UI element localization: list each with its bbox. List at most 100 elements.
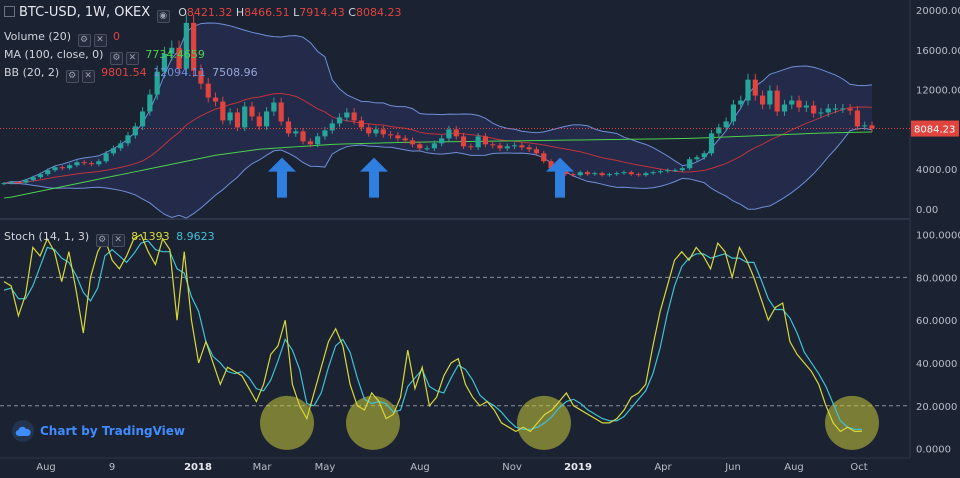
candle-body (110, 148, 117, 154)
ma-label: MA (100, close, 0) (4, 48, 104, 61)
close-icon[interactable]: ✕ (93, 34, 107, 47)
bb-band-fill (4, 22, 872, 219)
candle-body (869, 125, 875, 129)
candle-body (81, 162, 87, 164)
up-arrow-shape (546, 157, 574, 198)
candle-body (526, 147, 532, 150)
candle-body (767, 90, 773, 105)
tradingview-text: Chart by TradingView (40, 424, 186, 438)
candle-body (278, 102, 284, 122)
candle-body (336, 117, 343, 124)
candle-body (88, 163, 95, 165)
candle-body (621, 172, 627, 174)
candle-body (322, 130, 328, 137)
candle-body (847, 108, 853, 111)
candle-body (657, 171, 664, 173)
candle-body (212, 97, 219, 102)
candle-body (45, 170, 51, 175)
highlight-circle (260, 395, 314, 450)
candle-body (789, 100, 795, 105)
candle-body (511, 145, 518, 147)
volume-value: 0 (113, 30, 120, 43)
candle-body (249, 106, 255, 117)
candle-body (563, 171, 569, 175)
candle-body (504, 146, 510, 149)
candle-body (431, 143, 437, 149)
settings-icon[interactable]: ⚙ (109, 52, 123, 65)
candle-body (468, 146, 474, 148)
candle-body (745, 79, 751, 101)
stoch-k-value: 8.1393 (131, 230, 170, 243)
time-tick-label: 2019 (564, 462, 592, 473)
candle-body (781, 104, 788, 112)
ohlc-high-key: H (235, 6, 245, 19)
candle-body (694, 157, 700, 160)
highlight-circle (346, 395, 400, 450)
candle-body (453, 129, 459, 137)
candle-body (687, 159, 693, 169)
stoch-d-line (3, 240, 863, 431)
candle-body (606, 174, 613, 176)
candle-body (256, 116, 262, 127)
candle-body (460, 136, 467, 147)
candle-body (854, 110, 861, 127)
candle-body (439, 138, 445, 144)
eye-icon[interactable]: ◉ (156, 10, 170, 23)
stoch-tick-label: 40.0000 (916, 359, 957, 370)
candle-body (417, 144, 423, 149)
candle-body (862, 125, 868, 127)
ohlc-close-value: 8084.23 (355, 6, 402, 19)
candle-body (132, 126, 138, 136)
candle-body (738, 100, 744, 105)
candle-body (234, 112, 241, 128)
candle-body (774, 90, 780, 112)
candle-body (818, 112, 824, 114)
candle-body (723, 121, 729, 128)
candle-body (293, 131, 299, 134)
candle-body (358, 120, 365, 128)
candle-body (373, 129, 379, 134)
time-tick-label: Aug (784, 462, 804, 473)
candle-body (227, 112, 233, 121)
stoch-label: Stoch (14, 1, 3) (4, 230, 90, 243)
candle-body (475, 136, 481, 148)
candle-body (366, 127, 372, 134)
candle-body (497, 145, 503, 149)
candle-body (30, 177, 36, 181)
candle-body (577, 172, 583, 176)
bb-upper-value: 12094.11 (153, 66, 206, 79)
candle-body (679, 168, 685, 171)
candle-body (650, 172, 656, 174)
candle-body (519, 145, 525, 148)
candle-body (307, 141, 313, 145)
settings-icon[interactable]: ⚙ (77, 34, 91, 47)
candle-body (570, 174, 576, 176)
up-arrow-icon (268, 157, 296, 198)
settings-icon[interactable]: ⚙ (95, 234, 109, 247)
candle-body (409, 140, 416, 145)
up-arrow-icon (360, 157, 388, 198)
candle-body (614, 173, 620, 175)
candle-body (599, 173, 605, 176)
time-tick-label: 2018 (184, 462, 212, 473)
volume-label: Volume (20) (4, 30, 71, 43)
candle-body (329, 123, 335, 131)
collapse-icon[interactable] (4, 6, 15, 17)
candle-body (74, 162, 80, 166)
close-icon[interactable]: ✕ (125, 52, 139, 65)
close-icon[interactable]: ✕ (81, 70, 95, 83)
candle-body (220, 101, 226, 121)
settings-icon[interactable]: ⚙ (65, 70, 79, 83)
up-arrow-shape (268, 157, 296, 198)
close-icon[interactable]: ✕ (111, 234, 125, 247)
candle-body (118, 143, 124, 149)
candle-body (191, 22, 197, 71)
candle-body (198, 70, 204, 84)
tradingview-branding[interactable]: Chart by TradingView (12, 420, 185, 442)
current-price-tag (911, 120, 959, 137)
stoch-tick-label: 20.0000 (916, 402, 957, 413)
candle-body (285, 121, 292, 134)
up-arrow-icon (546, 157, 574, 198)
